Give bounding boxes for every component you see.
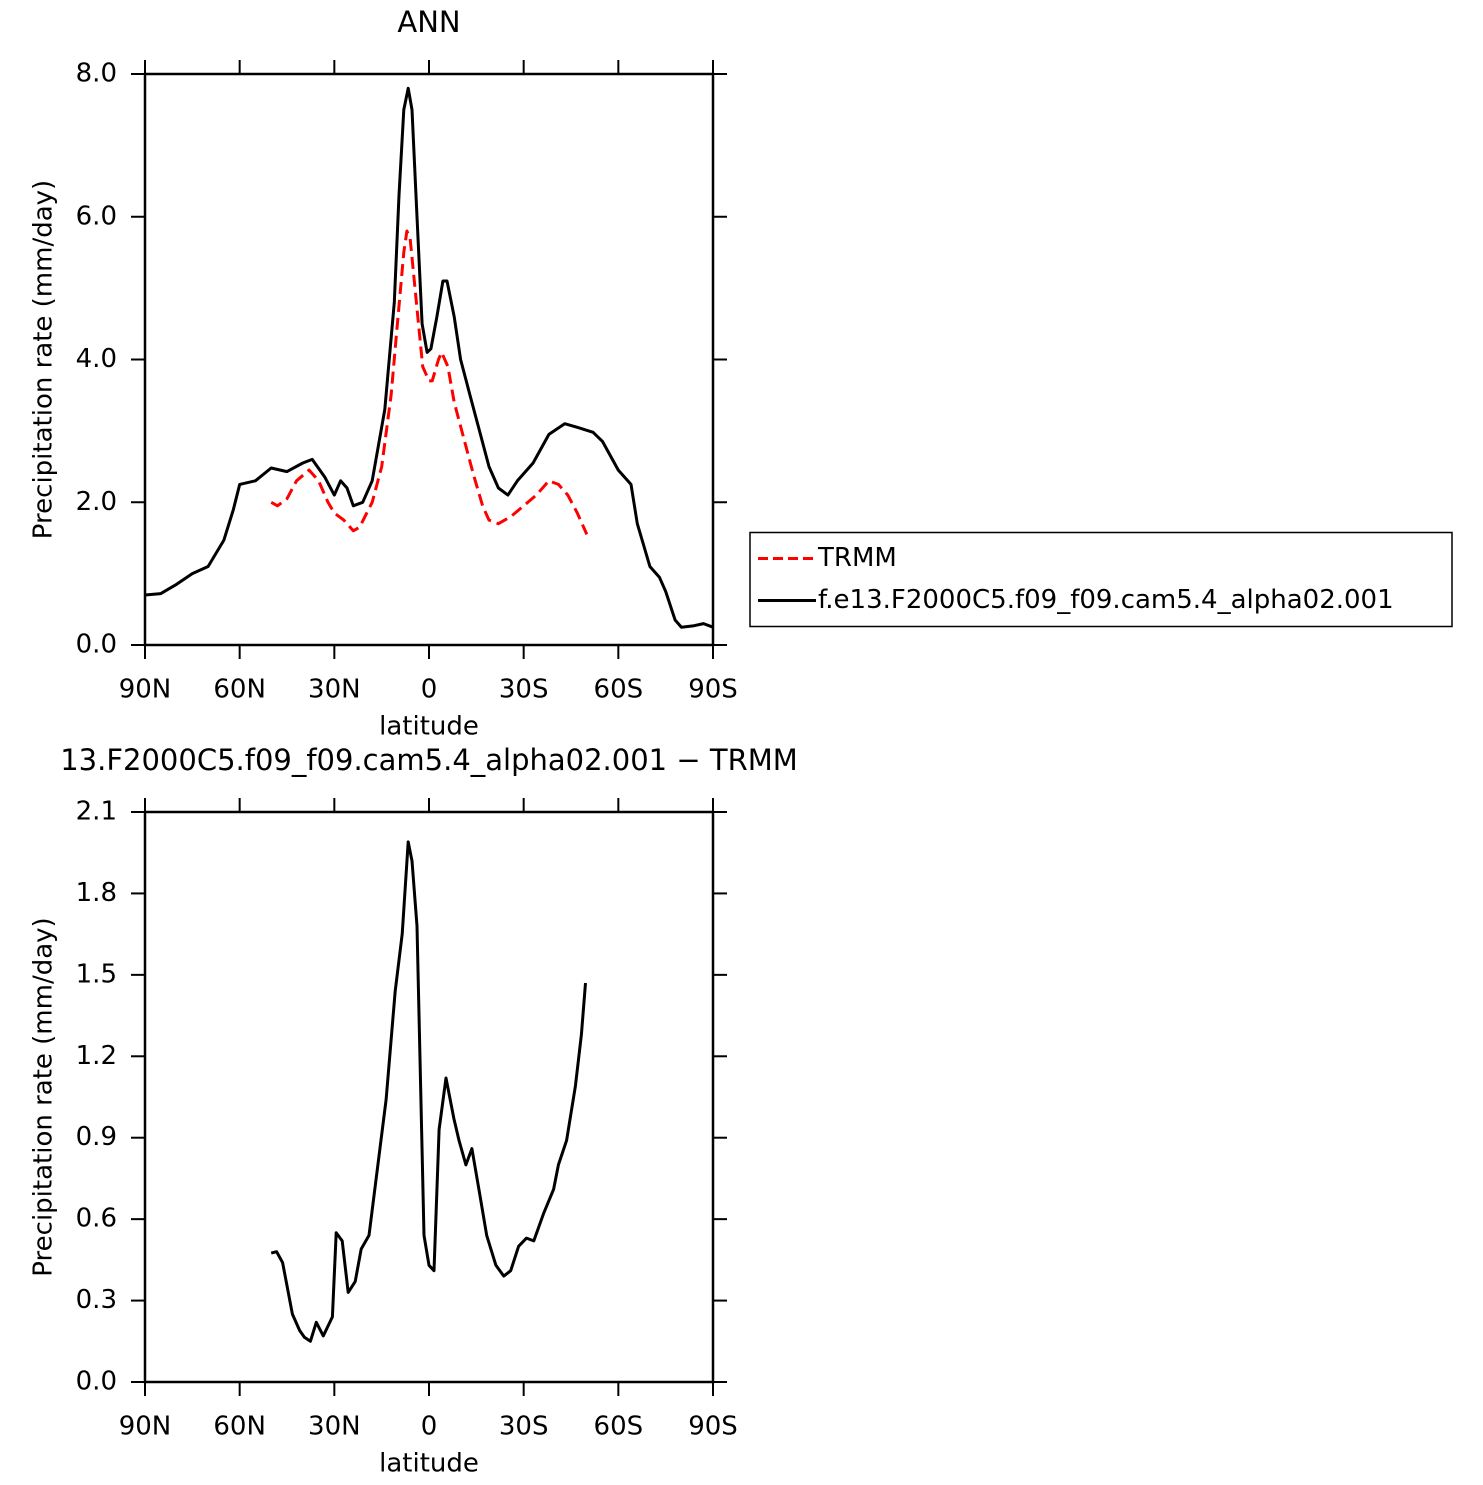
legend-label: f.e13.F2000C5.f09_f09.cam5.4_alpha02.001 xyxy=(818,585,1394,615)
x-tick-label: 30S xyxy=(499,675,549,705)
x-tick-label: 90S xyxy=(688,1412,738,1442)
y-tick-label: 1.8 xyxy=(76,878,117,908)
x-tick-label: 90N xyxy=(119,1412,172,1442)
y-tick-label: 2.0 xyxy=(76,487,117,517)
data-line xyxy=(270,229,589,536)
x-tick-label: 90N xyxy=(119,675,172,705)
y-tick-label: 0.9 xyxy=(76,1122,117,1152)
data-line xyxy=(144,86,714,629)
y-tick-label: 0.0 xyxy=(76,630,117,660)
x-axis-label: latitude xyxy=(379,1449,479,1479)
y-tick-label: 0.0 xyxy=(76,1367,117,1397)
x-axis-label: latitude xyxy=(379,712,479,742)
y-tick-label: 2.1 xyxy=(76,797,117,827)
x-tick-label: 60N xyxy=(213,1412,266,1442)
x-tick-label: 30N xyxy=(308,1412,361,1442)
x-tick-label: 60S xyxy=(594,675,644,705)
y-axis-label: Precipitation rate (mm/day) xyxy=(29,917,59,1276)
x-tick-label: 0 xyxy=(421,675,438,705)
plot-frame xyxy=(143,72,715,647)
x-tick-label: 30S xyxy=(499,1412,549,1442)
y-tick-label: 0.3 xyxy=(76,1285,117,1315)
x-tick-label: 0 xyxy=(421,1412,438,1442)
y-tick-label: 8.0 xyxy=(76,59,117,89)
y-tick-label: 6.0 xyxy=(76,201,117,231)
chart-title: 13.F2000C5.f09_f09.cam5.4_alpha02.001 − … xyxy=(60,743,798,777)
x-tick-label: 60N xyxy=(213,675,266,705)
y-tick-label: 1.2 xyxy=(76,1041,117,1071)
y-tick-label: 4.0 xyxy=(76,344,117,374)
y-tick-label: 1.5 xyxy=(76,959,117,989)
legend-label: TRMM xyxy=(817,543,897,573)
y-tick-label: 0.6 xyxy=(76,1204,117,1234)
chart-title: ANN xyxy=(397,5,460,39)
x-tick-label: 30N xyxy=(308,675,361,705)
y-axis-label: Precipitation rate (mm/day) xyxy=(29,180,59,539)
x-tick-label: 60S xyxy=(594,1412,644,1442)
x-tick-label: 90S xyxy=(688,675,738,705)
legend-box xyxy=(749,531,1453,628)
plot-frame xyxy=(143,810,715,1384)
data-line xyxy=(270,840,587,1343)
